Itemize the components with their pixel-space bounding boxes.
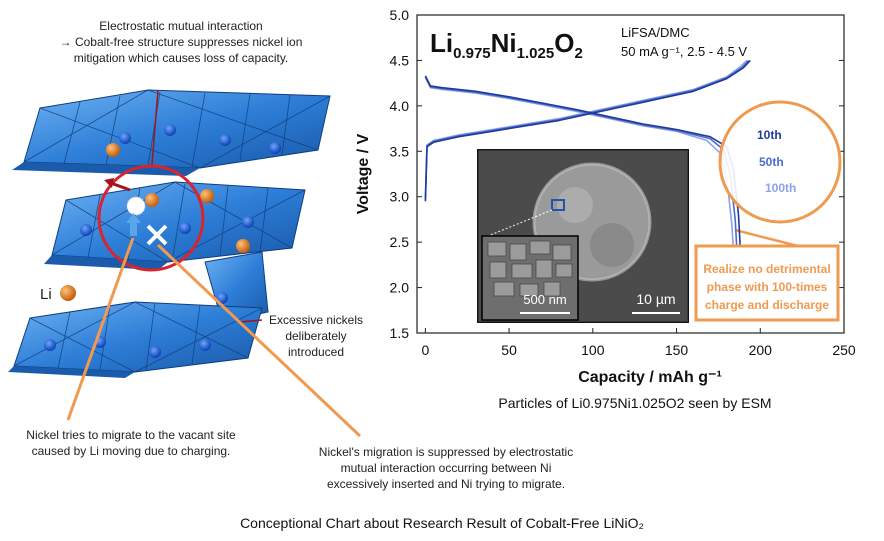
zoom-box [551,199,565,211]
x-tick-label: 250 [832,342,856,358]
cycle-label-50th: 50th [759,155,784,169]
plot-frame [416,14,845,334]
cycle-label-100th: 100th [765,181,796,195]
migrate-note-line-1: Nickel tries to migrate to the vacant si… [26,428,236,442]
curve-100th-charge [424,59,748,198]
curve-50th-charge [424,59,750,200]
y-tick-label: 2.0 [390,280,410,296]
callout-line-3: charge and discharge [705,298,829,312]
callout-line-2: phase with 100-times [707,280,828,294]
suppress-note-line-1: Nickel's migration is suppressed by elec… [318,445,574,459]
scale-label-large: 10 µm [636,291,675,307]
top-annotation-line-2: → Cobalt-free structure suppresses nicke… [59,35,303,49]
migration-site [97,89,263,323]
y-tick-label: 3.5 [390,143,410,159]
curve-10th-charge [424,59,751,202]
x-tick-label: 100 [581,342,605,358]
octahedral-layer-top [12,89,331,176]
li-atoms [60,143,250,301]
li-legend-label: Li [40,286,52,303]
excess-nickel-note: Excessive nickels deliberately introduce… [256,312,376,360]
scale-label-small: 500 nm [523,292,566,307]
cycle-callout [694,100,842,322]
y-tick-label: 1.5 [390,325,410,341]
axis-ticks: 0 50 100 150 200 250 1.5 2.0 2.5 3.0 3.5 4.0 4.5 5.0 [390,7,856,358]
y-tick-label: 5.0 [390,7,410,23]
conditions-electrolyte: LiFSA/DMC [621,25,690,40]
top-annotation-line-3: mitigation which causes loss of capacity… [73,51,289,65]
x-tick-label: 200 [749,342,773,358]
octahedral-layer-bottom [8,301,263,378]
x-tick-label: 50 [501,342,517,358]
sem-caption: Particles of Li0.975Ni1.025O2 seen by ES… [498,395,772,411]
x-tick-label: 0 [421,342,429,358]
excess-note-line-1: Excessive nickels [268,313,364,327]
conditions-rate: 50 mA g⁻¹, 2.5 - 4.5 V [621,44,747,59]
y-tick-label: 4.5 [390,52,410,68]
curve-100th-discharge [424,77,738,315]
migrate-note: Nickel tries to migrate to the vacant si… [0,427,262,459]
excess-note-line-3: introduced [287,345,345,359]
excess-note-line-2: deliberately [285,329,347,343]
top-annotation-line-1: Electrostatic mutual interaction [99,19,263,33]
li-legend-atom [60,285,76,301]
leader-lines [66,228,799,438]
migrate-note-line-2: caused by Li moving due to charging. [31,444,231,458]
y-tick-label: 3.0 [390,189,410,205]
y-tick-label: 4.0 [390,98,410,114]
callout-line-1: Realize no detrimental [703,262,830,276]
main-caption: Conceptional Chart about Research Result… [240,515,644,531]
chart-formula-title: Li0.975Ni1.025O2 [430,28,583,62]
y-tick-label: 2.5 [390,234,410,250]
top-annotation: Electrostatic mutual interaction → Cobal… [20,18,342,66]
x-axis-label: Capacity / mAh g⁻¹ [578,369,722,386]
x-tick-label: 150 [665,342,689,358]
y-axis-label: Voltage / V [355,133,372,214]
cycle-label-10th: 10th [757,128,782,142]
sem-inset: 500 nm 10 µm [477,149,689,323]
suppress-note-line-3: excessively inserted and Ni trying to mi… [326,477,566,491]
suppress-note: Nickel's migration is suppressed by elec… [286,444,606,492]
suppress-note-line-2: mutual interaction occurring between Ni [340,461,552,475]
